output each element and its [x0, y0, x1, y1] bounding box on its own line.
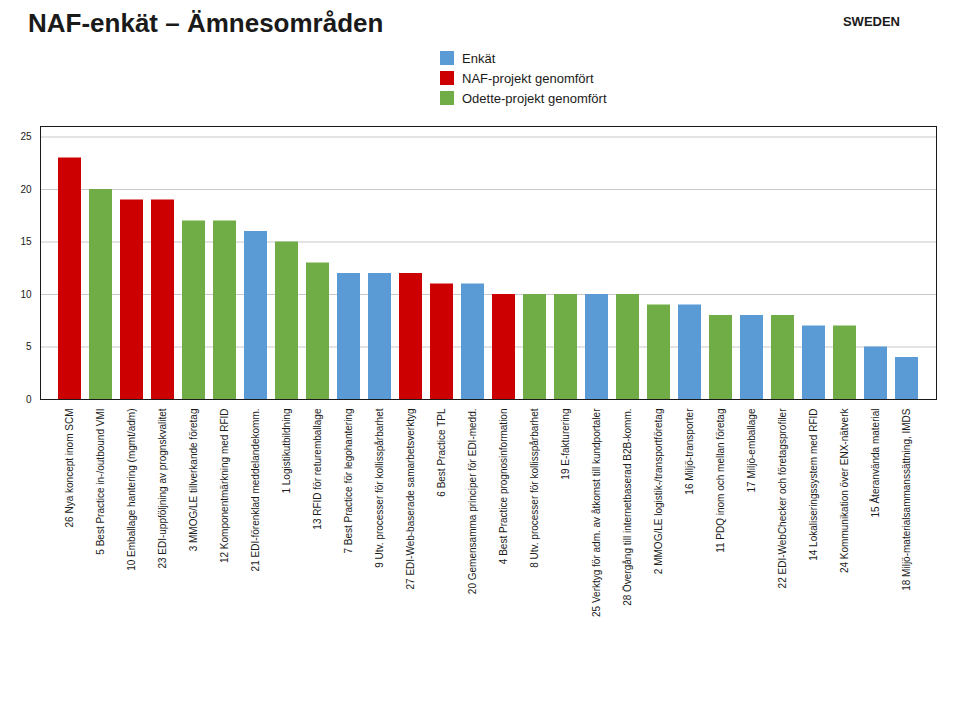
svg-text:9 Utv. processer för kollisspå: 9 Utv. processer för kollisspårbarhet — [374, 408, 385, 568]
svg-text:17 Miljö-emballage: 17 Miljö-emballage — [746, 408, 757, 492]
svg-text:5 Best Practice in-/outbound V: 5 Best Practice in-/outbound VMI — [95, 409, 106, 555]
svg-text:16 Miljö-transporter: 16 Miljö-transporter — [684, 408, 695, 495]
svg-text:19 E-fakturering: 19 E-fakturering — [560, 409, 571, 480]
svg-text:12 Komponentmärkning med RFID: 12 Komponentmärkning med RFID — [219, 409, 230, 564]
svg-text:22 EDI-WebChecker och företags: 22 EDI-WebChecker och företagsprofiler — [777, 408, 788, 589]
svg-text:13 RFID för returemballage: 13 RFID för returemballage — [312, 408, 323, 530]
svg-text:11 PDQ inom och mellan företag: 11 PDQ inom och mellan företag — [715, 409, 726, 553]
svg-text:6 Best Practice TPL: 6 Best Practice TPL — [436, 408, 447, 497]
html-text:NAF-projekt genomfört: NAF-projekt genomfört — [462, 70, 594, 86]
svg-text:4 Best Practice prognosinforma: 4 Best Practice prognosinformation — [498, 409, 509, 565]
svg-text:23 EDI-uppföljning av prognskv: 23 EDI-uppföljning av prognskvalitet — [157, 408, 168, 568]
svg-text:7 Best Practice för legohanter: 7 Best Practice för legohantering — [343, 409, 354, 554]
svg-text:5: 5 — [26, 341, 32, 352]
svg-text:26 Nya koncept inom SCM: 26 Nya koncept inom SCM — [64, 409, 75, 528]
svg-text:18 Miljö-materialsammanssättni: 18 Miljö-materialsammanssättning, IMDS — [901, 408, 912, 591]
svg-text:28 Övergång till internetbaser: 28 Övergång till internetbaserad B2B-kom… — [622, 409, 633, 606]
html-text:Enkät: Enkät — [462, 50, 496, 66]
svg-text:14 Lokaliseringssystem med RFI: 14 Lokaliseringssystem med RFID — [808, 409, 819, 561]
svg-text:3 MMOG/LE tillverkande företag: 3 MMOG/LE tillverkande företag — [188, 409, 199, 552]
svg-text:10: 10 — [20, 289, 32, 300]
svg-text:15 Återanvända material: 15 Återanvända material — [869, 409, 881, 518]
html-text:SWEDEN: SWEDEN — [842, 14, 900, 29]
html-text:Odette-projekt genomfört: Odette-projekt genomfört — [462, 90, 607, 106]
svg-text:20 Gemensamma principer för ED: 20 Gemensamma principer för EDI-medd. — [467, 409, 478, 595]
svg-text:8 Utv. processer för kollisspå: 8 Utv. processer för kollisspårbarhet — [529, 408, 540, 568]
svg-text:1 Logistikutbildning: 1 Logistikutbildning — [281, 409, 292, 494]
svg-text:10 Emballage hantering (mgmt/a: 10 Emballage hantering (mgmt/adm) — [126, 409, 137, 571]
svg-text:21 EDI-förenklad meddelandekom: 21 EDI-förenklad meddelandekomm. — [250, 409, 261, 572]
svg-text:2 MMOG/LE logistik-/transportf: 2 MMOG/LE logistik-/transportföretag — [653, 409, 664, 575]
svg-text:25: 25 — [20, 131, 32, 142]
html-text:NAF-enkät – Ämnesområden: NAF-enkät – Ämnesområden — [28, 8, 384, 38]
svg-text:0: 0 — [26, 394, 32, 405]
svg-text:20: 20 — [20, 184, 32, 195]
svg-text:24 Kommunikation över ENX-nätv: 24 Kommunikation över ENX-nätverk — [839, 408, 850, 574]
svg-text:25 Verktyg för adm. av åtkomst: 25 Verktyg för adm. av åtkomst till kund… — [591, 408, 602, 617]
svg-text:27 EDI-Web-baserade samarbetsv: 27 EDI-Web-baserade samarbetsverktyg — [405, 409, 416, 590]
svg-text:15: 15 — [20, 236, 32, 247]
